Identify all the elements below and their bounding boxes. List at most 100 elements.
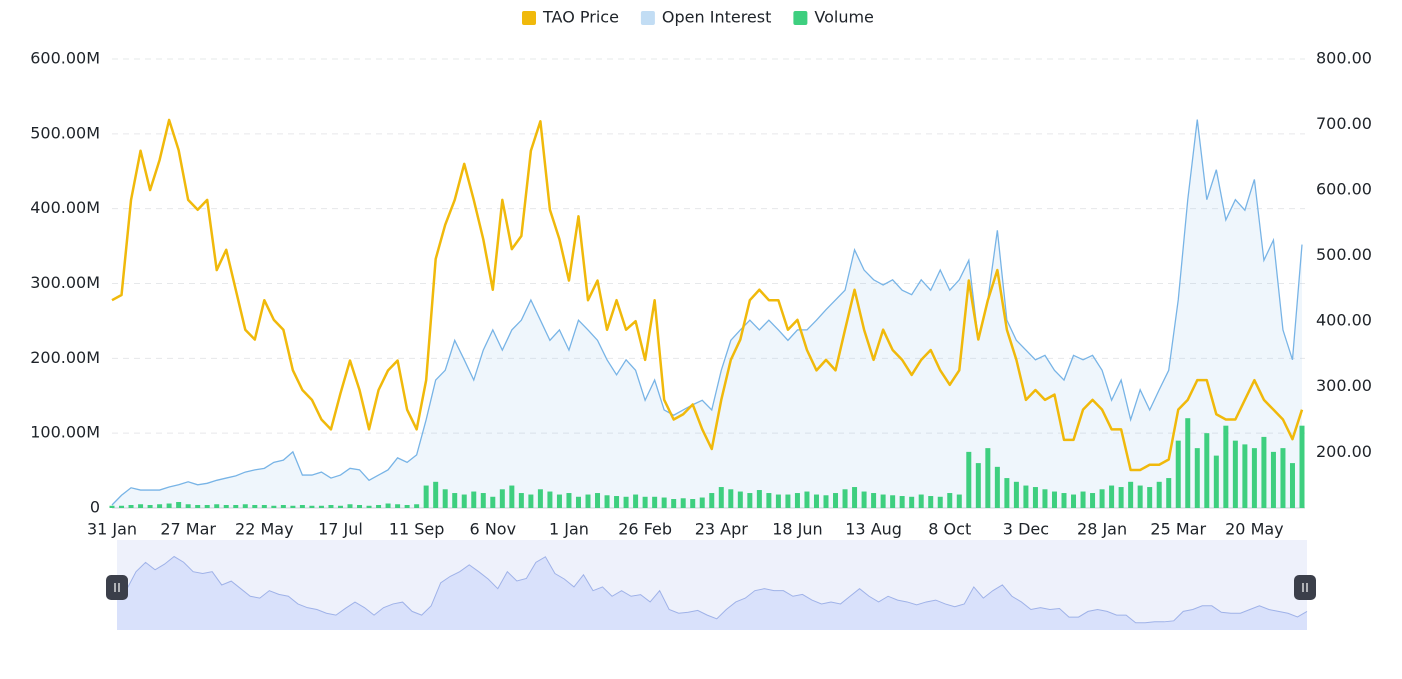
- volume-bar: [861, 491, 867, 508]
- volume-bar: [794, 493, 800, 508]
- volume-bar: [1156, 481, 1162, 508]
- y2-tick-label: 200.00: [1316, 442, 1372, 461]
- volume-bar: [633, 494, 639, 508]
- volume-bar: [585, 494, 591, 508]
- volume-bar: [1109, 485, 1115, 508]
- volume-bar: [547, 491, 553, 508]
- navigator-handle[interactable]: [106, 575, 128, 600]
- volume-bar: [480, 493, 486, 508]
- volume-bar: [737, 491, 743, 508]
- y2-tick-label: 600.00: [1316, 180, 1372, 199]
- volume-bar: [890, 495, 896, 508]
- navigator[interactable]: [106, 540, 1316, 630]
- volume-bar: [528, 494, 534, 508]
- volume-bar: [871, 493, 877, 508]
- volume-bar: [433, 481, 439, 508]
- volume-bar: [337, 505, 343, 508]
- volume-bar: [1071, 494, 1077, 508]
- handle-body: [106, 575, 128, 600]
- volume-bar: [747, 493, 753, 508]
- volume-bar: [299, 505, 305, 508]
- volume-bar: [452, 493, 458, 508]
- volume-bar: [252, 505, 258, 508]
- volume-bar: [623, 496, 629, 508]
- volume-bar: [956, 494, 962, 508]
- volume-bar: [242, 504, 248, 508]
- volume-bar: [813, 494, 819, 508]
- volume-bar: [1166, 478, 1172, 508]
- volume-bar: [128, 505, 134, 508]
- volume-bar: [1213, 455, 1219, 508]
- volume-bar: [442, 489, 448, 508]
- volume-bar: [852, 487, 858, 508]
- price-line: [111, 118, 1304, 472]
- y2-tick-label: 500.00: [1316, 245, 1372, 264]
- volume-bar: [537, 489, 543, 508]
- volume-bar: [775, 494, 781, 508]
- navigator-handle[interactable]: [1294, 575, 1316, 600]
- volume-bar: [842, 489, 848, 508]
- volume-bar: [328, 505, 334, 508]
- area-line: [111, 119, 1303, 506]
- volume-bar: [614, 496, 620, 508]
- volume-bar: [490, 496, 496, 508]
- volume-bar: [699, 497, 705, 508]
- x-tick-label: 31 Jan: [87, 520, 137, 539]
- volume-bar: [1147, 487, 1153, 508]
- volume-bar: [785, 494, 791, 508]
- volume-bar: [556, 494, 562, 508]
- y-tick-label: 200.00M: [30, 348, 100, 367]
- legend-item[interactable]: Open Interest: [640, 8, 771, 27]
- volume-bar: [318, 505, 324, 508]
- legend-label: TAO Price: [542, 8, 619, 27]
- volume-bar: [1251, 448, 1257, 508]
- x-tick-label: 20 May: [1225, 520, 1284, 539]
- legend-item[interactable]: TAO Price: [522, 8, 619, 27]
- volume-bar: [138, 504, 144, 508]
- volume-bar: [357, 505, 363, 508]
- volume-bar: [595, 493, 601, 508]
- volume-bar: [119, 505, 125, 508]
- volume-bar: [718, 487, 724, 508]
- volume-bar: [709, 493, 715, 508]
- volume-bar: [899, 496, 905, 508]
- volume-bar: [166, 503, 172, 508]
- volume-bar: [833, 493, 839, 508]
- y2-tick-label: 400.00: [1316, 311, 1372, 330]
- volume-bar: [652, 496, 658, 508]
- volume-bar: [728, 489, 734, 508]
- volume-bar: [195, 505, 201, 508]
- volume-bar: [1204, 433, 1210, 508]
- volume-bar: [271, 505, 277, 508]
- volume-bar: [233, 505, 239, 508]
- x-tick-label: 11 Sep: [389, 520, 445, 539]
- volume-bar: [423, 485, 429, 508]
- volume-bar: [975, 463, 981, 508]
- volume-bar: [1099, 489, 1105, 508]
- legend-item[interactable]: Volume: [793, 8, 874, 27]
- x-tick-label: 1 Jan: [549, 520, 589, 539]
- volume-bar: [671, 499, 677, 508]
- volume-bar: [918, 494, 924, 508]
- y-tick-label: 100.00M: [30, 423, 100, 442]
- x-tick-label: 28 Jan: [1077, 520, 1127, 539]
- volume-bar: [604, 495, 610, 508]
- volume-bar: [1118, 487, 1124, 508]
- volume-bar: [1223, 425, 1229, 508]
- legend-swatch: [640, 11, 655, 25]
- volume-bar: [756, 490, 762, 508]
- navigator-line: [116, 555, 1308, 624]
- x-tick-label: 3 Dec: [1003, 520, 1049, 539]
- volume-bar: [366, 505, 372, 508]
- volume-bar: [566, 493, 572, 508]
- handle-body: [1294, 575, 1316, 600]
- y-tick-label: 400.00M: [30, 198, 100, 217]
- volume-bar: [909, 496, 915, 508]
- volume-bar: [1051, 491, 1057, 508]
- volume-bar: [1090, 493, 1096, 508]
- volume-bar: [823, 495, 829, 508]
- y2-tick-label: 300.00: [1316, 376, 1372, 395]
- x-tick-label: 27 Mar: [160, 520, 216, 539]
- volume-bar: [461, 494, 467, 508]
